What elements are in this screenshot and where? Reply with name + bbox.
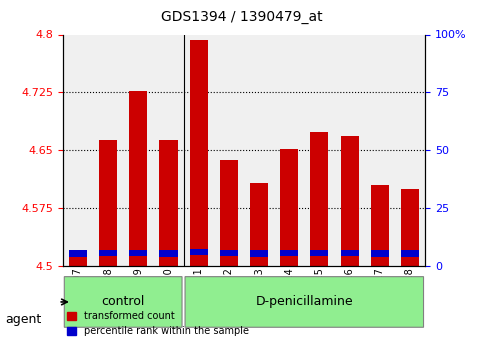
Bar [69,250,87,257]
Bar [280,250,298,256]
Bar [159,140,178,266]
Legend: transformed count, percentile rank within the sample: transformed count, percentile rank withi… [63,307,253,340]
Bar [189,40,208,266]
Bar [189,249,208,255]
FancyBboxPatch shape [185,277,424,327]
Bar [250,250,268,257]
Text: control: control [101,295,145,308]
Bar [129,91,147,266]
Bar [99,250,117,256]
Text: D-penicillamine: D-penicillamine [256,295,353,308]
Bar [341,136,358,266]
Bar [129,250,147,256]
Bar [250,183,268,266]
Bar [401,189,419,266]
Bar [341,250,358,256]
Text: GDS1394 / 1390479_at: GDS1394 / 1390479_at [161,10,322,24]
Bar [159,250,178,257]
FancyBboxPatch shape [64,277,182,327]
Bar [371,185,389,266]
Bar [69,254,87,266]
Bar [220,250,238,256]
Bar [99,140,117,266]
Bar [220,160,238,266]
Bar [311,132,328,266]
Bar [311,250,328,256]
Bar [280,149,298,266]
Text: agent: agent [5,313,41,326]
Bar [371,250,389,257]
Bar [401,250,419,257]
